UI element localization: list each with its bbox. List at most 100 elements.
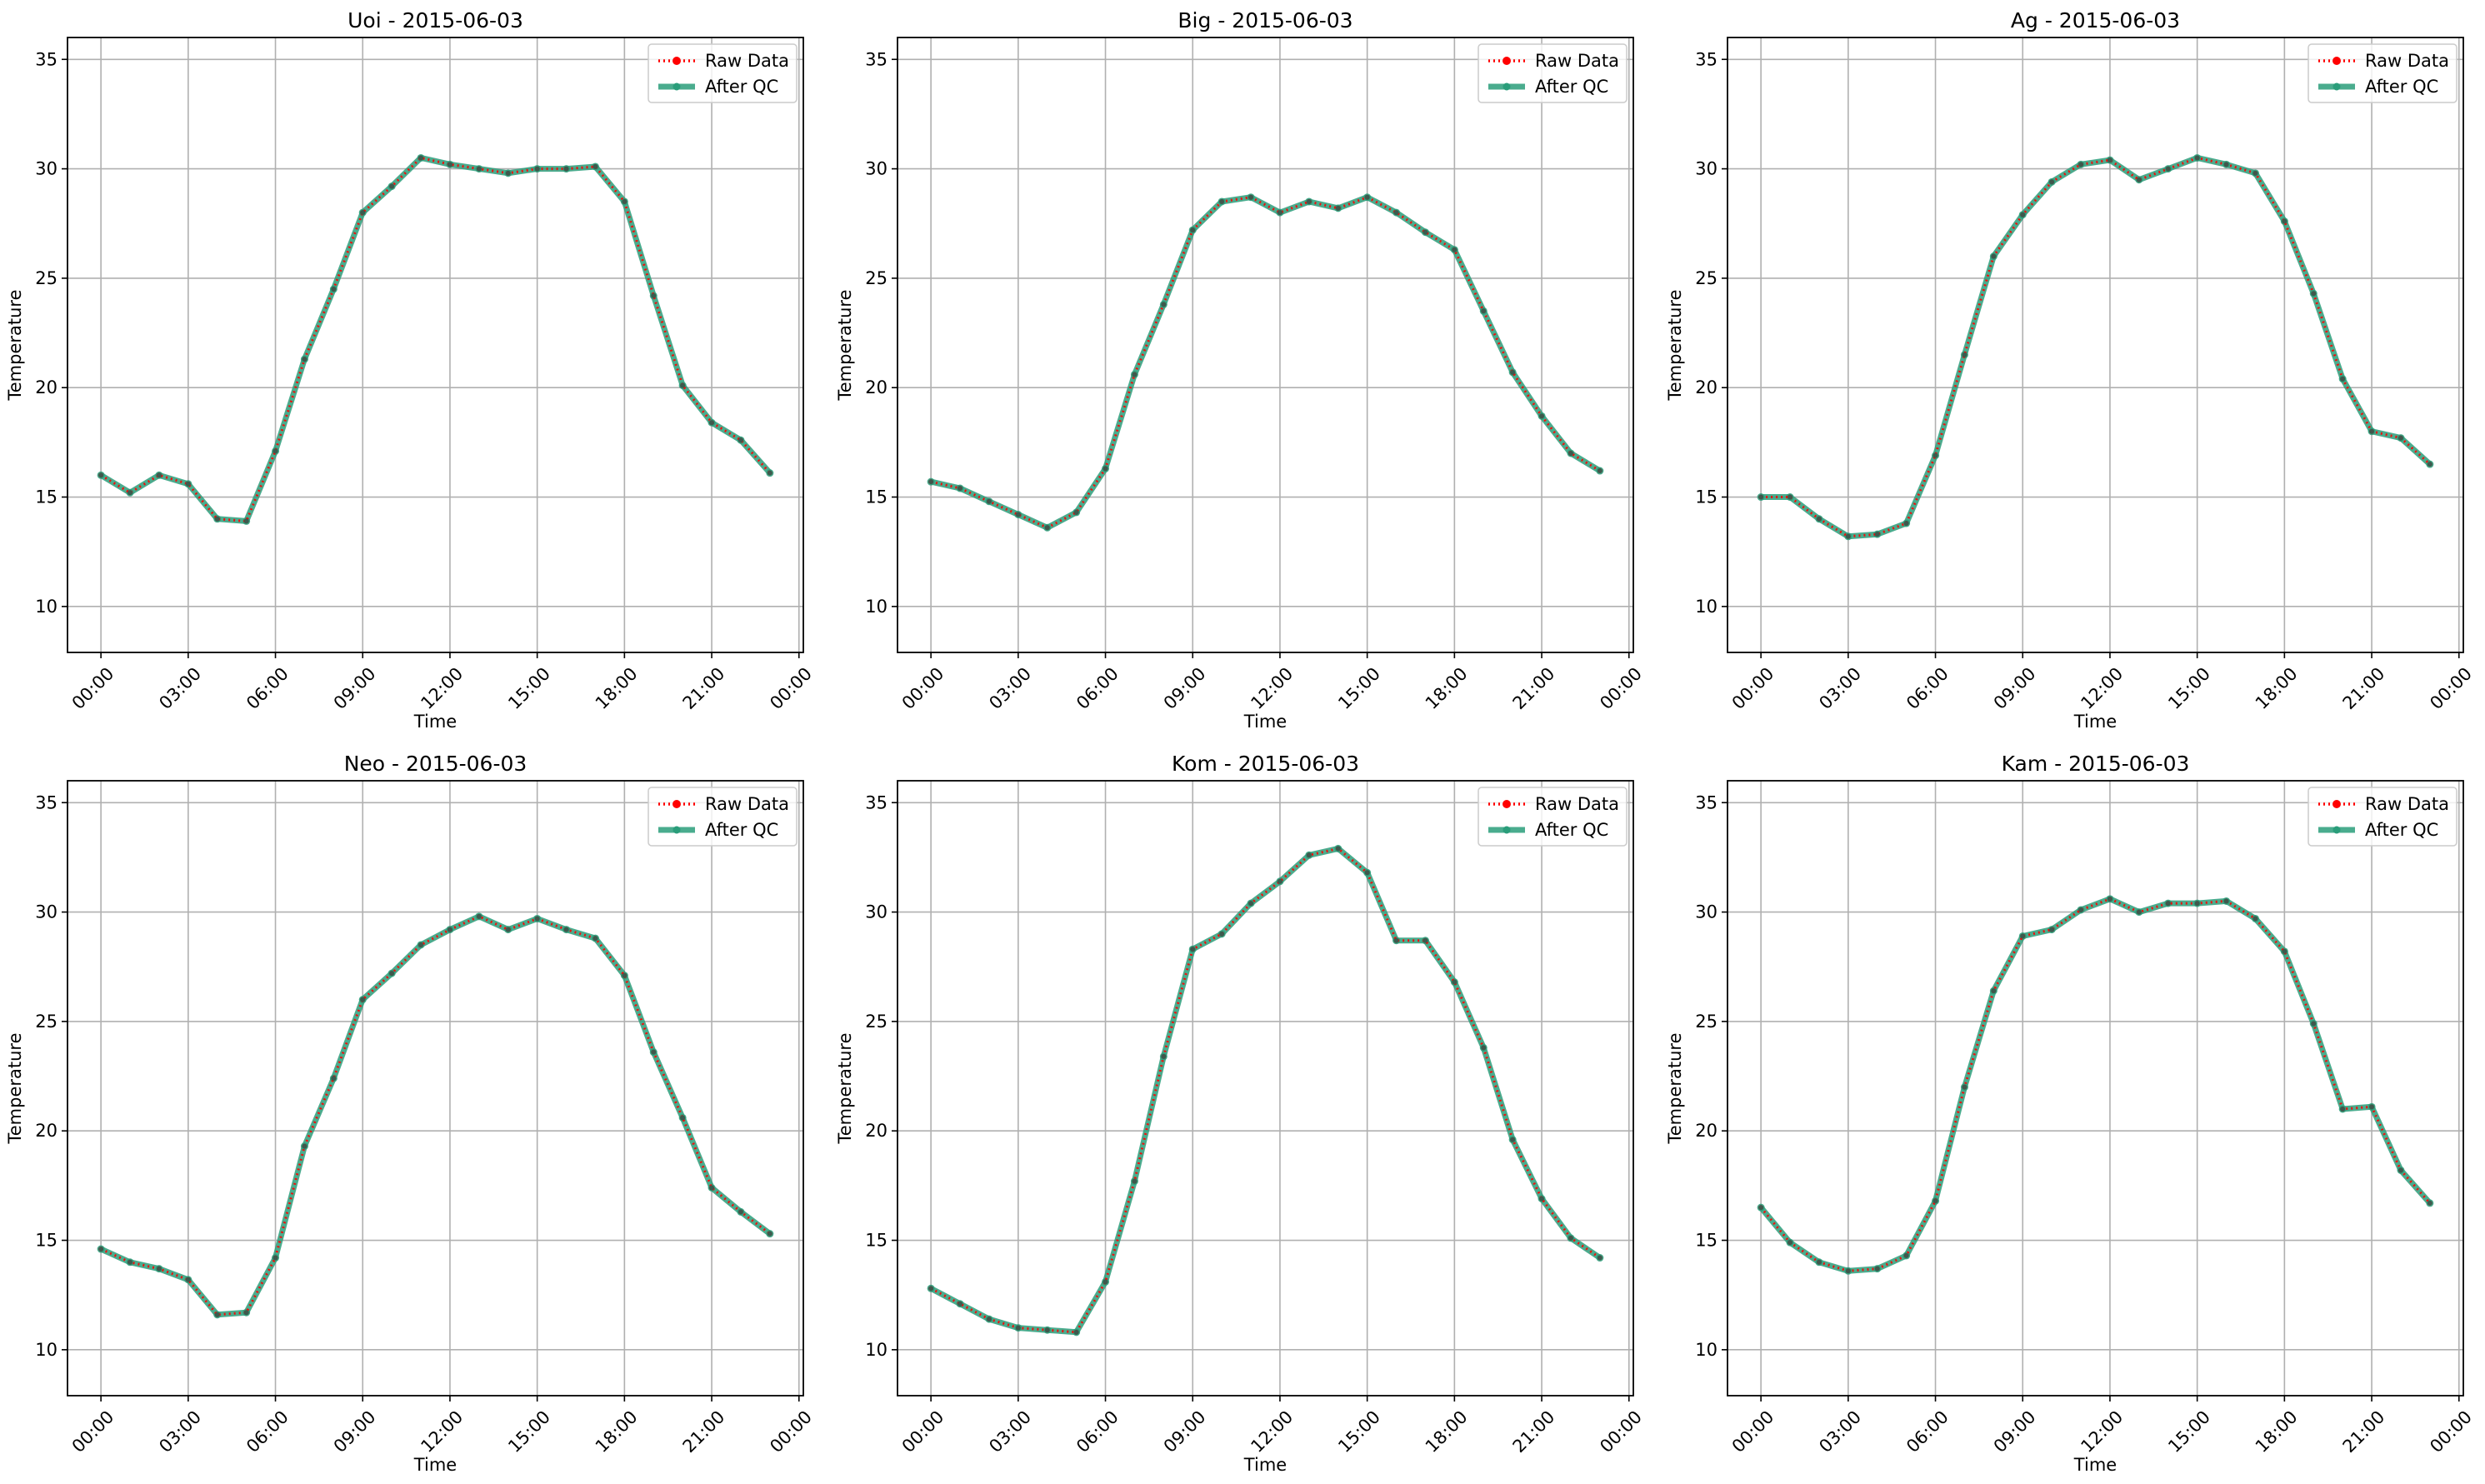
axes-frame — [67, 37, 804, 653]
y-tick-label: 20 — [35, 1121, 58, 1141]
data-point-overlap — [128, 1259, 133, 1265]
data-point-overlap — [1073, 1329, 1079, 1335]
x-tick-label: 21:00 — [2339, 1407, 2389, 1457]
data-point-overlap — [418, 942, 424, 947]
x-tick-label: 21:00 — [1509, 1407, 1559, 1457]
data-point-overlap — [2165, 166, 2171, 172]
x-tick-label: 00:00 — [68, 1407, 118, 1457]
data-point-overlap — [2165, 901, 2171, 907]
y-tick-label: 35 — [865, 792, 888, 812]
data-point-overlap — [1874, 1266, 1880, 1272]
y-tick-label: 30 — [35, 159, 58, 179]
x-tick-label: 03:00 — [155, 663, 205, 713]
data-point-overlap — [302, 1143, 308, 1149]
data-point-overlap — [738, 1209, 743, 1215]
data-point-overlap — [243, 1310, 249, 1316]
data-point-overlap — [2311, 291, 2317, 297]
data-point-overlap — [1845, 1268, 1851, 1274]
data-point-overlap — [1393, 210, 1399, 216]
legend-swatch-marker — [2332, 82, 2341, 91]
y-tick-label: 15 — [865, 487, 888, 507]
legend-label: After QC — [705, 77, 778, 97]
data-point-overlap — [360, 997, 366, 1002]
data-point-overlap — [1788, 1240, 1793, 1246]
data-point-overlap — [1758, 1205, 1764, 1211]
y-tick-label: 20 — [35, 377, 58, 397]
legend-swatch-marker — [1502, 800, 1511, 808]
series-line — [1759, 897, 2432, 1272]
series-line — [1761, 156, 2431, 538]
data-point-overlap — [2194, 155, 2200, 161]
x-tick-label: 18:00 — [1422, 1407, 1472, 1457]
x-axis-label: Time — [2073, 1455, 2117, 1475]
x-tick-label: 00:00 — [898, 663, 948, 713]
y-tick-label: 30 — [35, 902, 58, 922]
data-point-overlap — [2107, 157, 2112, 163]
data-point-overlap — [2369, 1104, 2375, 1110]
axes-frame — [1727, 780, 2464, 1397]
y-tick-label: 10 — [35, 1340, 58, 1360]
data-point-overlap — [1015, 512, 1021, 517]
x-tick-label: 21:00 — [1509, 663, 1559, 713]
legend-label: Raw Data — [1535, 51, 1619, 71]
x-tick-label: 09:00 — [1990, 663, 2040, 713]
data-point-overlap — [1422, 229, 1428, 235]
plot-area — [68, 37, 803, 652]
data-point-overlap — [1335, 846, 1341, 852]
data-point-overlap — [1102, 1279, 1108, 1285]
data-point-overlap — [1132, 372, 1138, 377]
grid — [1728, 781, 2463, 1396]
data-point-overlap — [767, 470, 772, 476]
data-point-overlap — [214, 1312, 220, 1317]
data-point-overlap — [1277, 878, 1282, 884]
chart-title: Ag - 2015-06-03 — [2011, 8, 2180, 32]
data-point-overlap — [2049, 179, 2055, 185]
data-point-overlap — [986, 1317, 992, 1322]
data-point-overlap — [1816, 1259, 1822, 1265]
x-tick-label: 00:00 — [766, 1407, 816, 1457]
data-point-overlap — [2223, 898, 2229, 904]
data-point-overlap — [2398, 435, 2403, 441]
data-point-overlap — [1364, 194, 1370, 200]
data-point-overlap — [1015, 1325, 1021, 1331]
legend-swatch-marker — [1502, 57, 1511, 65]
legend: Raw Data After QC — [648, 787, 798, 847]
x-tick-label: 15:00 — [2164, 1407, 2214, 1457]
y-tick-label: 20 — [865, 377, 888, 397]
data-point-overlap — [1248, 194, 1254, 200]
plot-area — [68, 781, 803, 1396]
data-point-overlap — [447, 927, 452, 932]
data-point-overlap — [1903, 1252, 1909, 1258]
y-axis-label: Temperature — [835, 289, 855, 401]
data-point-overlap — [476, 166, 482, 172]
data-point-overlap — [185, 481, 191, 487]
x-tick-label: 00:00 — [1728, 663, 1778, 713]
data-point-overlap — [2427, 462, 2432, 467]
y-tick-label: 25 — [35, 268, 58, 288]
data-point-overlap — [1597, 1255, 1602, 1261]
chart-title: Neo - 2015-06-03 — [344, 752, 528, 776]
subplot-2: 00:00 03:00 06:00 09:00 12:00 15:00 18:00 21:00… — [1665, 8, 2476, 732]
data-point-overlap — [2398, 1167, 2403, 1173]
data-point-overlap — [2020, 933, 2026, 939]
data-point-overlap — [1190, 947, 1196, 952]
data-point-overlap — [651, 292, 657, 298]
series-line — [100, 156, 772, 522]
x-tick-label: 00:00 — [1596, 1407, 1646, 1457]
legend-label: Raw Data — [1535, 794, 1619, 814]
data-point-overlap — [1248, 901, 1254, 907]
data-point-overlap — [389, 183, 395, 189]
x-tick-label: 15:00 — [1334, 663, 1384, 713]
data-point-overlap — [563, 927, 569, 932]
data-point-overlap — [389, 971, 395, 977]
y-tick-label: 15 — [35, 1231, 58, 1251]
data-point-overlap — [680, 382, 686, 388]
data-point-overlap — [1962, 352, 1968, 357]
plot-area — [898, 37, 1633, 652]
legend-swatch-marker — [672, 826, 681, 834]
data-point-overlap — [2020, 212, 2026, 217]
data-point-overlap — [709, 1185, 715, 1191]
x-tick-label: 15:00 — [2164, 663, 2214, 713]
legend: Raw Data After QC — [648, 43, 798, 103]
